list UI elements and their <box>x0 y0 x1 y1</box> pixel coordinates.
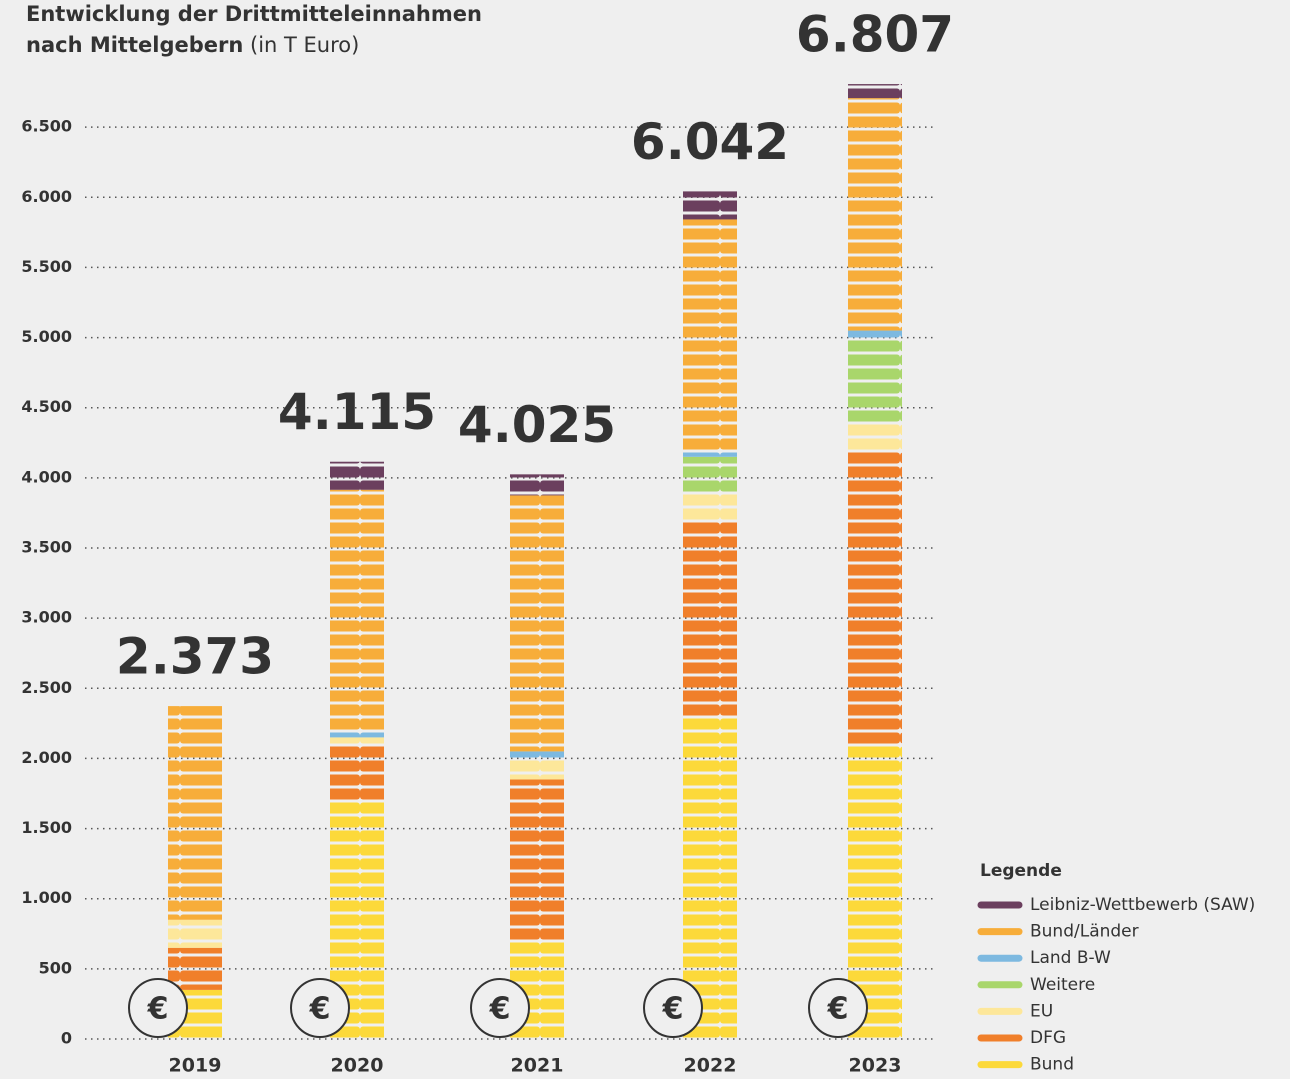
y-tick-label: 6.000 <box>21 187 72 206</box>
x-tick-label: 2020 <box>331 1055 384 1077</box>
bar-segment <box>330 730 384 738</box>
bar-segment <box>330 744 384 801</box>
bar-segment <box>168 919 222 948</box>
bar-segment <box>848 449 902 745</box>
bar-segment <box>683 491 737 520</box>
bar-segment <box>168 706 222 920</box>
y-tick-label: 5.500 <box>21 257 72 276</box>
x-tick-label: 2023 <box>849 1055 902 1077</box>
y-tick-label: 3.000 <box>21 608 72 627</box>
total-label: 4.025 <box>458 396 616 454</box>
total-label: 6.807 <box>796 6 954 64</box>
bar-segment <box>683 519 737 717</box>
y-tick-label: 2.500 <box>21 678 72 697</box>
bar-segment <box>683 219 737 450</box>
bar-segment <box>330 737 384 745</box>
y-tick-label: 3.500 <box>21 538 72 557</box>
total-label: 2.373 <box>116 628 274 686</box>
bar-segment <box>683 449 737 457</box>
euro-symbol: € <box>489 992 511 1027</box>
x-tick-label: 2022 <box>684 1055 737 1077</box>
x-tick-label: 2021 <box>511 1055 564 1077</box>
chart-unit: (in T Euro) <box>250 33 359 57</box>
euro-icon <box>643 978 703 1038</box>
bar-segment <box>848 421 902 450</box>
bar-segment <box>848 98 902 331</box>
total-label: 6.042 <box>631 113 789 171</box>
legend-label: Leibniz-Wettbewerb (SAW) <box>1030 895 1255 915</box>
bar-segment <box>510 779 564 941</box>
bar-segment <box>330 461 384 490</box>
legend-label: Weitere <box>1030 975 1095 995</box>
y-tick-label: 0 <box>61 1029 72 1048</box>
euro-icon <box>808 978 868 1038</box>
y-tick-label: 6.500 <box>21 117 72 136</box>
euro-icon <box>470 978 530 1038</box>
bar-segment <box>683 456 737 492</box>
bar-segment <box>848 337 902 422</box>
chart-title: Entwicklung der Drittmitteleinnahmen <box>26 2 482 26</box>
legend-label: Bund/Länder <box>1030 922 1139 942</box>
y-tick-label: 1.000 <box>21 888 72 907</box>
y-tick-label: 4.500 <box>21 397 72 416</box>
euro-icon <box>290 978 350 1038</box>
bar-segment <box>168 947 222 990</box>
bar-segment <box>330 489 384 731</box>
legend-label: Bund <box>1030 1055 1074 1075</box>
chart-title: nach Mittelgebern <box>26 33 243 57</box>
bar-segment <box>683 191 737 220</box>
legend-label: Land B-W <box>1030 948 1111 968</box>
bar-segment <box>510 751 564 759</box>
y-tick-label: 1.500 <box>21 818 72 837</box>
y-tick-label: 4.000 <box>21 467 72 486</box>
bar-segment <box>510 474 564 496</box>
y-tick-label: 2.000 <box>21 748 72 767</box>
legend-label: EU <box>1030 1001 1053 1021</box>
bar-segment <box>510 758 564 780</box>
bar-segment <box>848 84 902 99</box>
euro-symbol: € <box>309 992 331 1027</box>
euro-icon <box>128 978 188 1038</box>
euro-symbol: € <box>147 992 169 1027</box>
x-tick-label: 2019 <box>169 1055 222 1077</box>
total-label: 4.115 <box>278 383 436 441</box>
legend-title: Legende <box>980 861 1062 881</box>
y-tick-label: 5.000 <box>21 327 72 346</box>
bar-segment <box>848 330 902 338</box>
legend-label: DFG <box>1030 1028 1066 1048</box>
bar-segment <box>510 495 564 752</box>
euro-symbol: € <box>827 992 849 1027</box>
euro-symbol: € <box>662 992 684 1027</box>
y-tick-label: 500 <box>39 958 72 977</box>
chart-title: nach Mittelgebern (in T Euro) <box>26 33 359 57</box>
